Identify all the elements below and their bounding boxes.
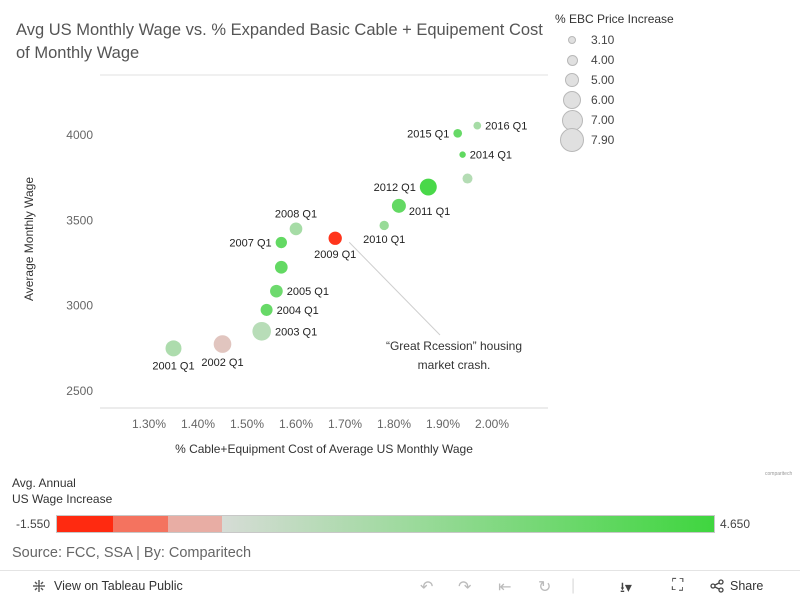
data-point[interactable] — [391, 198, 406, 213]
point-label: 2005 Q1 — [287, 286, 329, 298]
y-tick-label: 3000 — [66, 299, 93, 313]
comparitech-logo: comparitech — [765, 471, 793, 477]
data-point[interactable] — [473, 121, 482, 130]
color-legend-gradient[interactable] — [56, 515, 715, 533]
size-legend-bubble — [557, 91, 587, 109]
point-label: 2001 Q1 — [152, 360, 194, 372]
share-button[interactable]: Share — [710, 579, 763, 593]
point-label: 2002 Q1 — [201, 357, 243, 369]
size-legend-value: 4.00 — [591, 53, 615, 67]
gradient-step-2 — [113, 516, 168, 532]
point-label: 2016 Q1 — [485, 121, 527, 133]
size-legend-bubble — [557, 36, 587, 44]
tableau-footer: View on Tableau Public ↶ ↷ ⇤ ↻ | ⭳▾ ⛶ Sh… — [0, 570, 800, 601]
data-point[interactable] — [270, 284, 283, 298]
data-point[interactable] — [419, 178, 437, 196]
point-label: 2007 Q1 — [229, 238, 271, 250]
size-legend-item[interactable]: 5.00 — [555, 70, 695, 90]
size-legend-title: % EBC Price Increase — [555, 12, 674, 26]
color-legend-title: Avg. Annual US Wage Increase — [12, 475, 112, 507]
undo-icon[interactable]: ↶ — [420, 579, 434, 596]
color-legend-title-line2: US Wage Increase — [12, 492, 113, 506]
size-legend-bubble — [557, 128, 587, 152]
data-point[interactable] — [459, 151, 466, 158]
size-legend-value: 3.10 — [591, 33, 615, 47]
data-point[interactable] — [289, 222, 303, 236]
point-label: 2008 Q1 — [275, 209, 317, 221]
source-text: Source: FCC, SSA | By: Comparitech — [12, 545, 252, 561]
chart-title: Avg US Monthly Wage vs. % Expanded Basic… — [16, 21, 543, 62]
color-legend-min: -1.550 — [16, 517, 51, 531]
point-label: 2010 Q1 — [363, 234, 405, 246]
annotation-text-line2: market crash. — [418, 358, 491, 372]
size-legend-bubble — [557, 73, 587, 87]
size-legend-item[interactable]: 6.00 — [555, 90, 695, 110]
data-point[interactable] — [260, 303, 273, 316]
color-legend-max: 4.650 — [720, 517, 751, 531]
size-legend-value: 6.00 — [591, 93, 615, 107]
download-icon[interactable]: ⭳▾ — [620, 579, 632, 595]
size-legend-item[interactable]: 7.00 — [555, 109, 695, 131]
size-legend-item[interactable]: 4.00 — [555, 50, 695, 70]
data-point[interactable] — [275, 236, 287, 249]
y-axis-label: Average Monthly Wage — [22, 177, 36, 301]
y-tick-label: 4000 — [66, 128, 93, 142]
size-legend-value: 7.00 — [591, 113, 615, 127]
y-tick-label: 2500 — [66, 384, 93, 398]
x-tick-label: 1.60% — [279, 417, 313, 431]
x-tick-label: 1.80% — [377, 417, 411, 431]
data-point[interactable] — [274, 260, 288, 274]
size-legend-item[interactable]: 3.10 — [555, 30, 695, 50]
point-label: 2011 Q1 — [409, 206, 450, 218]
y-tick-label: 3500 — [66, 213, 93, 227]
view-on-tableau-label: View on Tableau Public — [54, 579, 183, 593]
x-tick-label: 1.30% — [132, 417, 166, 431]
redo-icon[interactable]: ↷ — [458, 579, 472, 596]
tableau-logo-icon — [33, 580, 45, 592]
point-label: 2004 Q1 — [277, 305, 319, 317]
x-tick-label: 2.00% — [475, 417, 509, 431]
data-point[interactable] — [453, 128, 463, 138]
gradient-step-1 — [57, 516, 113, 532]
data-point[interactable] — [462, 173, 473, 184]
data-point[interactable] — [213, 335, 232, 353]
x-tick-label: 1.40% — [181, 417, 215, 431]
x-tick-label: 1.90% — [426, 417, 460, 431]
share-icon — [710, 579, 724, 593]
scatter-chart: 1.30% 1.40% 1.50% 1.60% 1.70% 1.80% 1.90% 2.00%… — [22, 74, 548, 456]
data-point[interactable] — [379, 220, 389, 231]
data-point[interactable] — [165, 340, 182, 357]
toolbar-divider: | — [571, 577, 576, 594]
size-legend-value: 7.90 — [591, 133, 615, 147]
point-label: 2009 Q1 — [314, 249, 356, 261]
refresh-icon[interactable]: ↻ — [538, 579, 552, 596]
point-label: 2003 Q1 — [275, 326, 317, 338]
gradient-step-4 — [222, 516, 714, 532]
annotation-text-line1: “Great Rcession” housing — [386, 339, 522, 353]
annotation-leader-line — [348, 241, 441, 336]
size-legend-item[interactable]: 7.90 — [555, 128, 695, 152]
share-label: Share — [730, 579, 764, 593]
fullscreen-icon[interactable]: ⛶ — [672, 577, 684, 594]
x-tick-label: 1.50% — [230, 417, 264, 431]
size-legend-bubble — [557, 54, 587, 66]
size-legend-value: 5.00 — [591, 73, 615, 87]
x-tick-label: 1.70% — [328, 417, 362, 431]
x-axis-label: % Cable+Equipment Cost of Average US Mon… — [175, 442, 473, 456]
color-legend-title-line1: Avg. Annual — [12, 476, 76, 490]
point-label: 2015 Q1 — [407, 128, 449, 140]
data-point[interactable] — [328, 231, 342, 245]
view-on-tableau-link[interactable]: View on Tableau Public — [32, 579, 183, 593]
point-label: 2014 Q1 — [470, 150, 512, 162]
point-label: 2012 Q1 — [374, 182, 416, 194]
size-legend: % EBC Price Increase 3.10 4.00 5.00 6.00 7.0… — [555, 12, 695, 152]
gradient-step-3 — [168, 516, 222, 532]
revert-icon[interactable]: ⇤ — [498, 579, 512, 596]
data-point[interactable] — [252, 321, 272, 341]
